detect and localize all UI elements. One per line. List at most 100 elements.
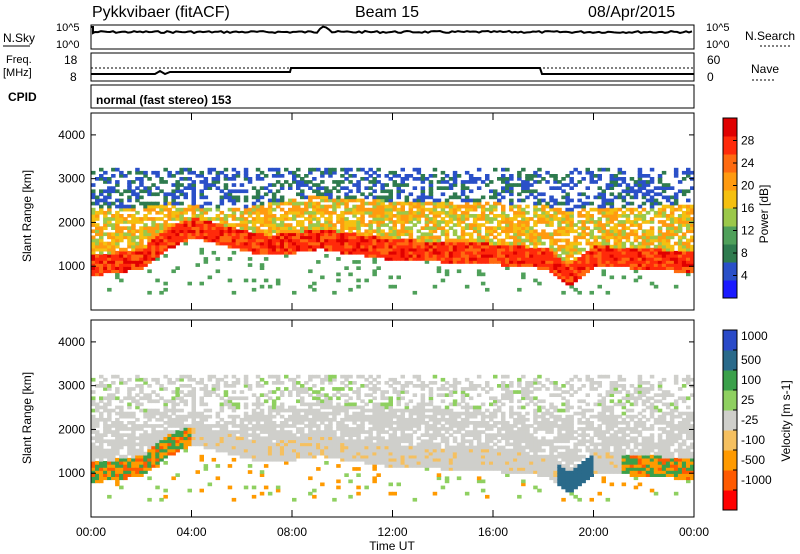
power-cell (308, 217, 313, 221)
velocity-cell (271, 451, 277, 456)
velocity-cell (436, 451, 442, 456)
power-cell (288, 223, 293, 227)
power-cell (553, 241, 558, 246)
velocity-cell (392, 451, 397, 456)
cpid-value: normal (fast stereo) 153 (96, 93, 232, 107)
velocity-cell (400, 451, 405, 456)
noise-trace (91, 25, 693, 35)
velocity-cell (312, 433, 317, 437)
velocity-cell (119, 405, 124, 410)
power-cell (521, 275, 526, 280)
power-cell (545, 235, 550, 240)
power-cell (673, 167, 679, 172)
power-cell (320, 210, 325, 215)
power-cell (665, 183, 671, 187)
velocity-cell (163, 461, 168, 465)
velocity-cell (352, 417, 357, 422)
velocity-cell (336, 479, 341, 484)
power-cell (336, 247, 341, 252)
power-cell (593, 174, 598, 178)
velocity-cell (312, 494, 317, 499)
power-cell (372, 254, 377, 258)
power-cell (356, 232, 361, 237)
power-cell (300, 177, 305, 181)
power-cell (649, 257, 655, 261)
power-cell (597, 263, 602, 267)
power-cell (686, 250, 691, 255)
power-cell (151, 207, 156, 212)
velocity-cell (388, 402, 393, 407)
power-cell (296, 235, 301, 240)
power-cell (396, 241, 401, 246)
power-cell (364, 238, 369, 243)
velocity-cell (167, 399, 172, 404)
power-cell (637, 183, 643, 187)
velocity-cell (420, 417, 426, 422)
power-cell (123, 204, 128, 209)
power-cell (332, 232, 337, 237)
power-cell (597, 195, 602, 200)
power-cell (239, 183, 245, 187)
power-cell (308, 284, 313, 289)
power-cell (392, 201, 397, 206)
velocity-cell (316, 451, 321, 456)
power-cell (561, 177, 566, 181)
velocity-cell (267, 411, 273, 416)
power-cell (348, 287, 353, 292)
power-cell (235, 174, 241, 178)
velocity-cell (388, 448, 393, 453)
velocity-cell (147, 457, 152, 462)
velocity-cell (296, 417, 301, 422)
power-cell (665, 266, 671, 270)
velocity-cell (312, 408, 317, 413)
power-cell (103, 198, 108, 203)
velocity-cell (332, 436, 337, 441)
power-cell (312, 167, 317, 172)
velocity-cell (396, 421, 401, 425)
velocity-cell (380, 461, 385, 465)
power-cell (412, 198, 418, 203)
power-cell (553, 272, 558, 277)
power-cell (400, 250, 405, 255)
power-cell (147, 229, 152, 234)
power-cell (605, 247, 611, 252)
power-cell (135, 229, 140, 234)
velocity-cell (155, 439, 160, 444)
velocity-cell (320, 421, 325, 425)
velocity-cell (259, 454, 265, 459)
power-cell (336, 232, 341, 237)
power-cell (352, 226, 357, 230)
velocity-cell (416, 461, 422, 465)
power-cell (392, 250, 397, 255)
power-cell (304, 235, 309, 240)
velocity-cell (203, 393, 209, 397)
power-cell (344, 195, 349, 200)
power-cell (99, 260, 104, 264)
power-cell (91, 183, 96, 187)
power-ytick-label: 1000 (58, 259, 85, 273)
velocity-cell (316, 374, 321, 379)
power-cell (404, 254, 410, 258)
power-cell (171, 198, 176, 203)
power-cell (408, 254, 414, 258)
power-cell (143, 250, 148, 255)
power-cell (384, 238, 389, 243)
velocity-cell (328, 448, 333, 453)
velocity-cell (119, 445, 124, 450)
velocity-cell (420, 451, 426, 456)
power-cell (235, 170, 241, 175)
power-cell (408, 232, 414, 237)
power-cell (517, 207, 522, 212)
velocity-cell (183, 433, 188, 437)
power-cell (665, 257, 671, 261)
velocity-cell (420, 399, 426, 404)
velocity-cell (119, 485, 124, 490)
power-cell (661, 235, 667, 240)
velocity-cell (219, 430, 225, 434)
power-cell (103, 266, 108, 270)
power-cell (187, 204, 192, 209)
velocity-cell (191, 414, 196, 419)
power-cell (259, 250, 265, 255)
power-cell (404, 183, 410, 187)
velocity-cell (107, 461, 112, 465)
